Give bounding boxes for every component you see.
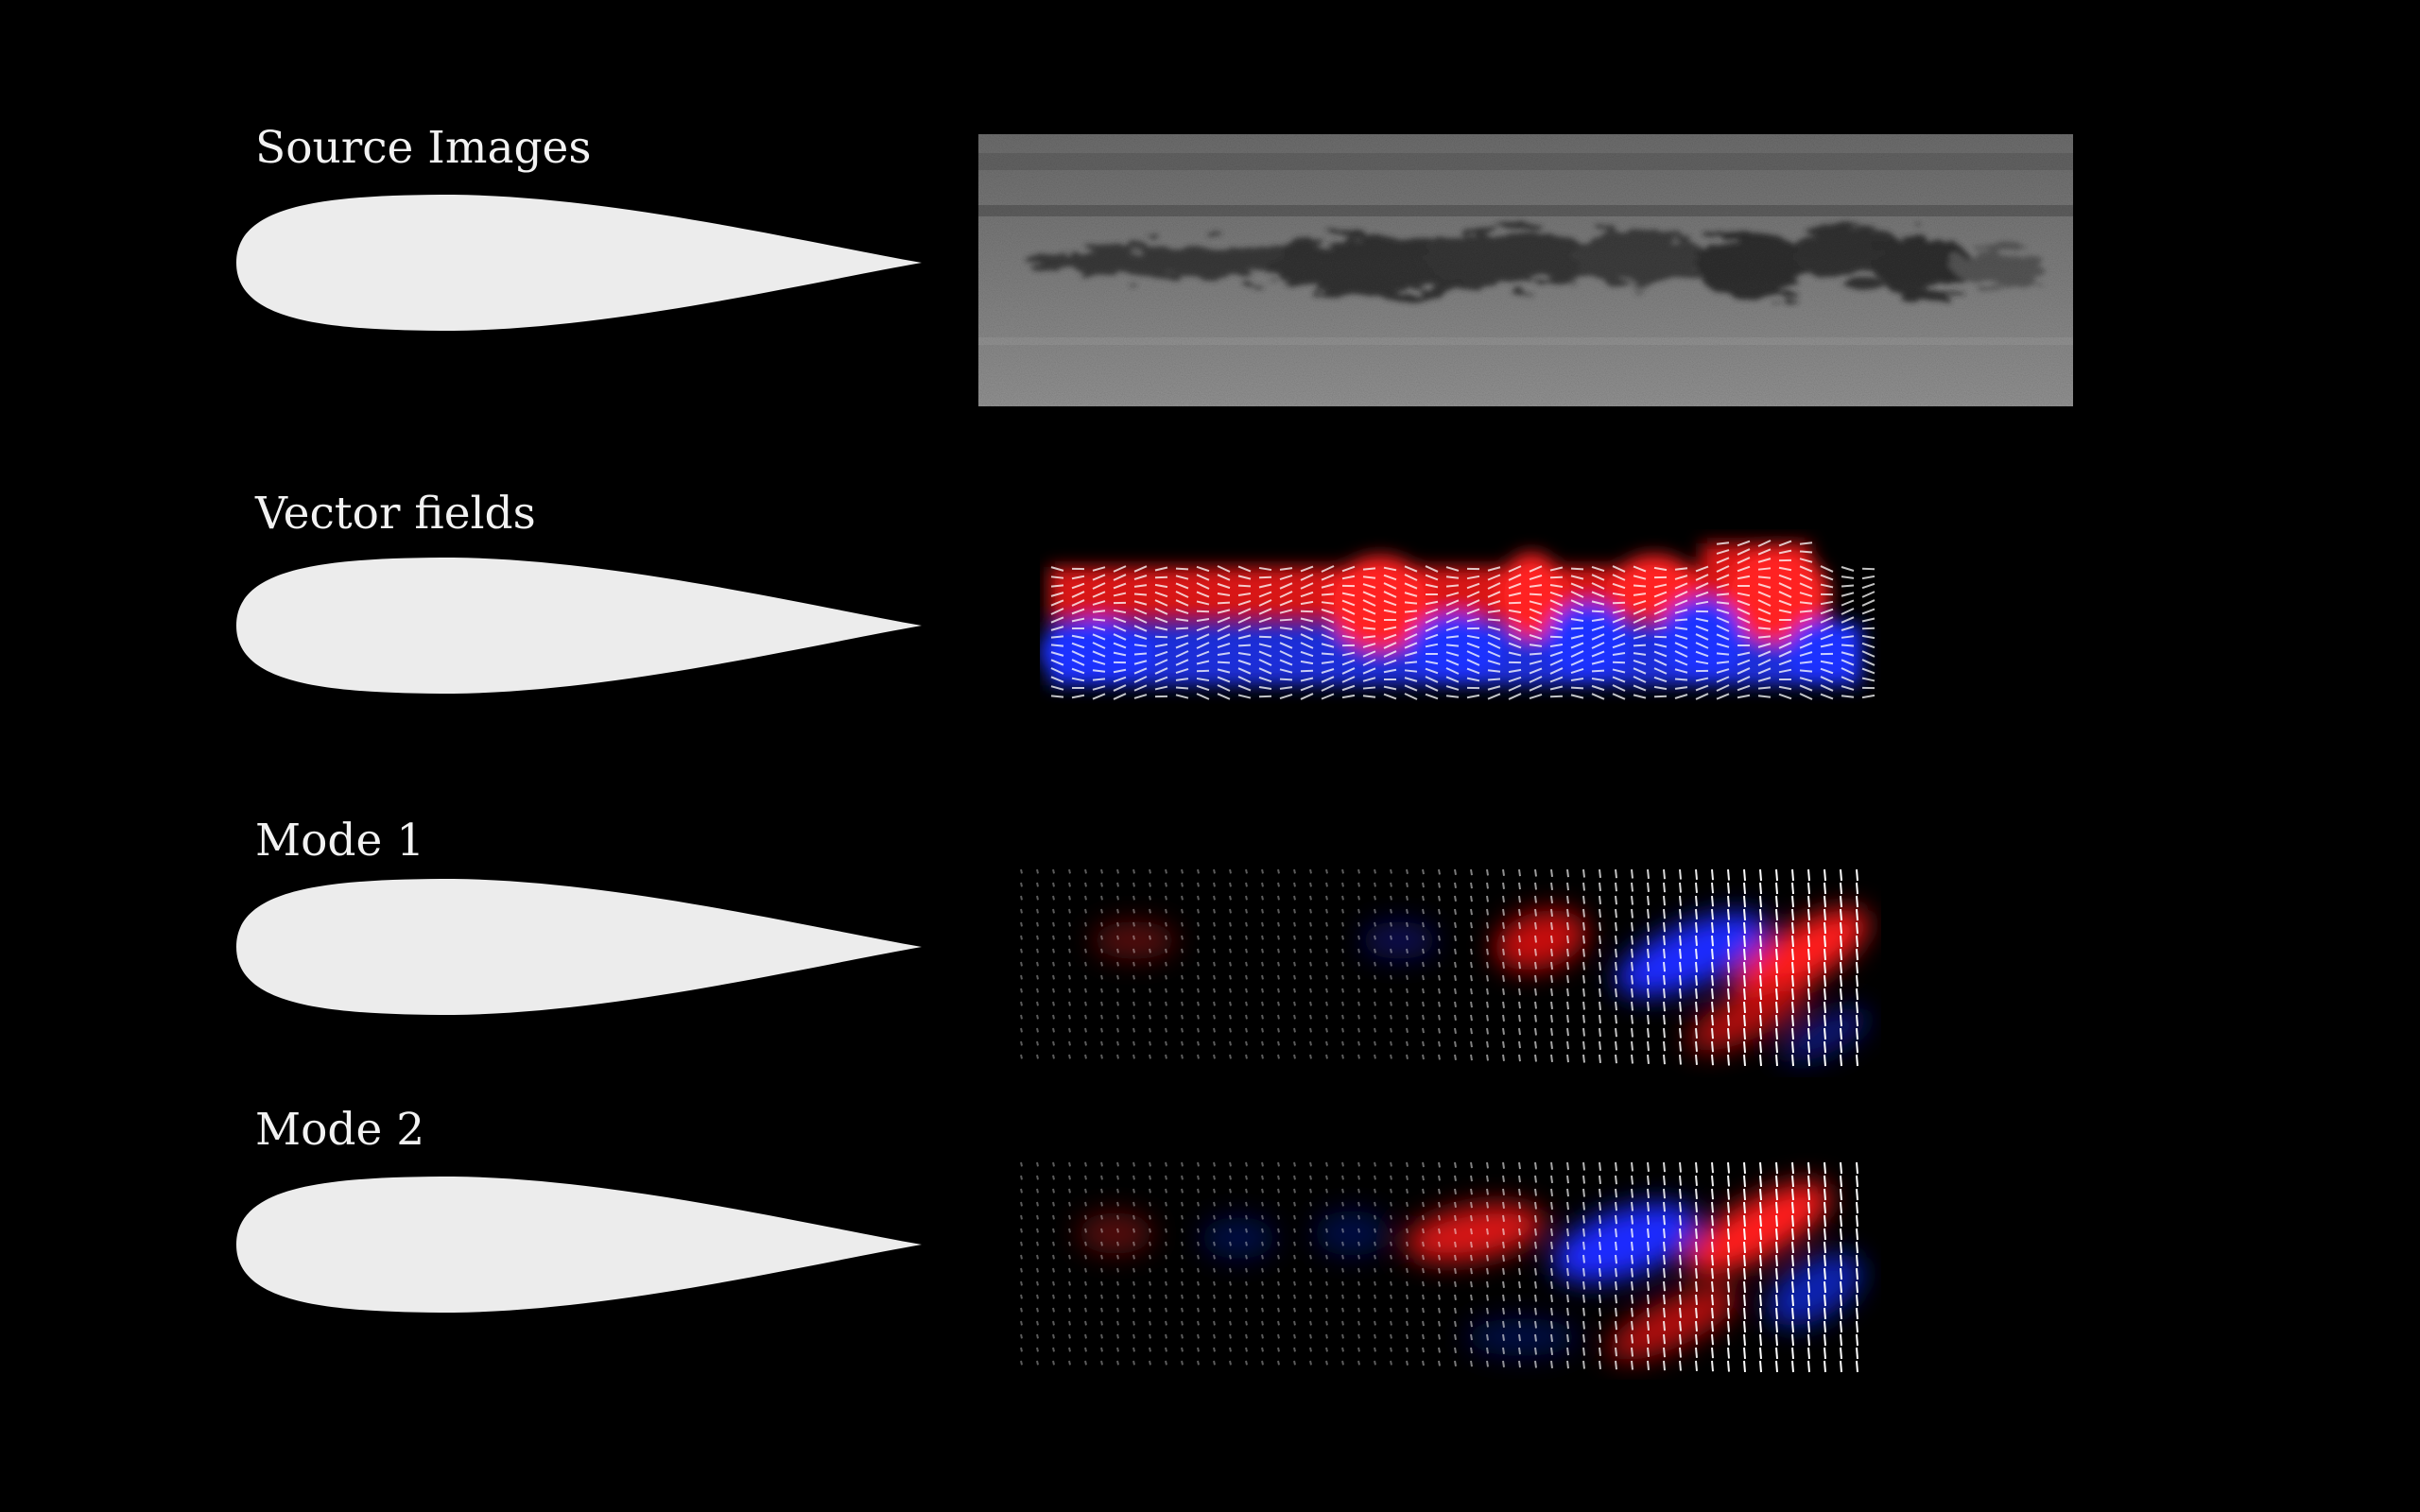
source-image-panel	[978, 134, 2073, 406]
airfoil-shape-source	[236, 195, 922, 331]
source-images-label: Source Images	[255, 122, 592, 174]
airfoil-shape-mode-2	[236, 1177, 922, 1313]
airfoil-shape-vector	[236, 558, 922, 694]
airfoil-shape-mode-1	[236, 879, 922, 1015]
vector-field-panel	[1040, 540, 1876, 700]
mode-2-panel	[1020, 1161, 1862, 1373]
mode-2-label: Mode 2	[255, 1104, 425, 1156]
mode-1-label: Mode 1	[255, 815, 425, 867]
mode-1-panel	[1020, 868, 1869, 1067]
vector-fields-label: Vector fields	[255, 488, 536, 540]
